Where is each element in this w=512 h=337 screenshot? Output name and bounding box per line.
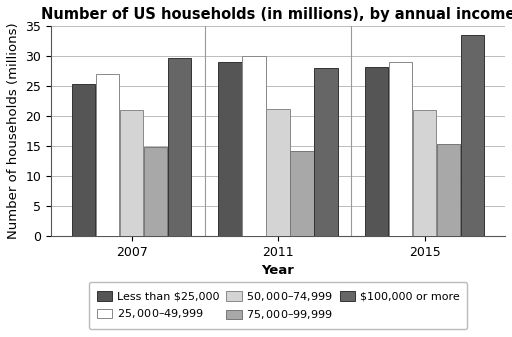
Bar xyxy=(168,58,191,236)
Bar xyxy=(314,68,338,236)
Bar xyxy=(72,84,95,236)
Bar xyxy=(365,67,388,236)
Legend: Less than $25,000, $25,000–$49,999, $50,000–$74,999, $75,000–$99,999, $100,000 o: Less than $25,000, $25,000–$49,999, $50,… xyxy=(89,282,467,329)
Bar xyxy=(120,110,143,236)
Bar xyxy=(389,62,412,236)
Title: Number of US households (in millions), by annual income: Number of US households (in millions), b… xyxy=(41,7,512,22)
Bar xyxy=(144,147,167,236)
Bar xyxy=(266,109,290,236)
Y-axis label: Number of households (millions): Number of households (millions) xyxy=(7,23,20,239)
Bar xyxy=(413,110,436,236)
Bar xyxy=(219,62,242,236)
Bar xyxy=(437,144,460,236)
Bar xyxy=(96,74,119,236)
Bar xyxy=(242,56,266,236)
Bar xyxy=(290,151,314,236)
X-axis label: Year: Year xyxy=(262,264,294,277)
Bar xyxy=(461,35,484,236)
